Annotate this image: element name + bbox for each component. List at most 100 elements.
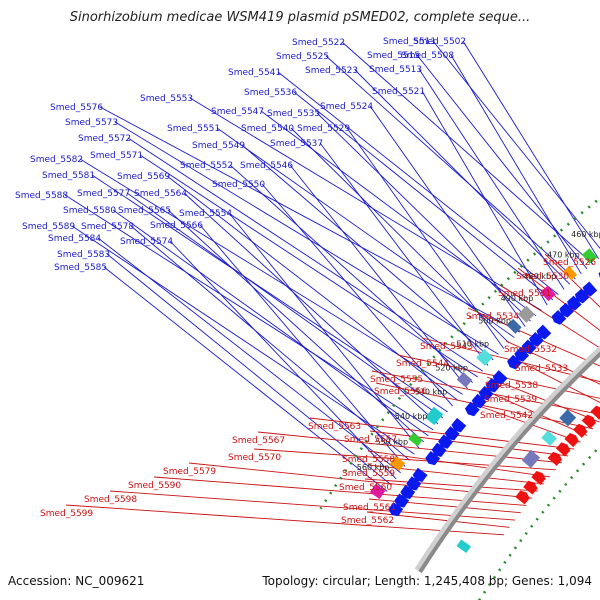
- forward-leader-line: [462, 40, 600, 260]
- inner-tick-ring: [477, 444, 600, 600]
- reverse-gene-label: Smed_5570: [228, 453, 281, 463]
- forward-gene-label: Smed_5524: [320, 102, 373, 112]
- reverse-leader-line: [397, 354, 600, 399]
- forward-leader-line: [421, 90, 548, 306]
- forward-gene-arrow: [567, 295, 582, 311]
- forward-gene-arrow: [492, 370, 508, 385]
- forward-gene-label: Smed_5549: [192, 141, 245, 151]
- reverse-gene-arrow: [573, 423, 588, 438]
- forward-leader-line: [289, 164, 468, 389]
- forward-leader-line: [325, 55, 576, 280]
- reverse-gene-label: Smed_5558: [342, 455, 395, 465]
- reverse-gene-label: Smed_5560: [339, 483, 392, 493]
- reverse-gene-arrow: [515, 490, 530, 505]
- forward-gene-arrow: [529, 332, 544, 347]
- reverse-leader-line: [369, 430, 569, 457]
- forward-gene-label: Smed_5523: [305, 66, 358, 76]
- forward-gene-arrow: [582, 281, 598, 297]
- reverse-leader-line: [368, 498, 521, 514]
- forward-gene-label: Smed_5572: [78, 134, 131, 144]
- reverse-gene-label: Smed_5557: [344, 435, 397, 445]
- kbp-tick-label: 560 kbp: [357, 463, 390, 472]
- forward-gene-label: Smed_5578: [81, 222, 134, 232]
- forward-gene-arrow: [388, 502, 404, 517]
- forward-leader-line: [167, 209, 425, 443]
- reverse-leader-line: [367, 450, 550, 478]
- kbp-tick-label: 550 kbp: [375, 437, 408, 446]
- forward-gene-label: Smed_5573: [65, 118, 118, 128]
- reverse-gene-arrow: [590, 405, 600, 420]
- kbp-tick-label: 530 kbp: [415, 387, 448, 396]
- reverse-gene-label: Smed_5579: [163, 467, 216, 477]
- feature-block: [521, 449, 541, 469]
- forward-leader-line: [369, 105, 526, 327]
- reverse-leader-line: [65, 504, 504, 536]
- forward-gene-label: Smed_5535: [267, 109, 320, 119]
- reverse-gene-label: Smed_5555: [370, 375, 423, 385]
- reverse-leader-line: [467, 307, 600, 367]
- forward-gene-label: Smed_5541: [228, 68, 281, 78]
- reverse-gene-label: Smed_5538: [485, 381, 538, 391]
- forward-leader-line: [169, 240, 397, 480]
- forward-leader-line: [432, 40, 600, 250]
- forward-gene-arrow: [514, 347, 530, 362]
- forward-gene-arrow: [444, 426, 460, 441]
- forward-gene-label: Smed_5585: [54, 263, 107, 273]
- forward-gene-arrow: [559, 302, 574, 318]
- forward-leader-line: [341, 41, 594, 265]
- topology-summary: Topology: circular; Length: 1,245,408 bp…: [262, 574, 592, 588]
- forward-gene-arrow: [400, 484, 416, 500]
- forward-gene-label: Smed_5540: [241, 124, 294, 134]
- forward-leader-line: [99, 106, 521, 333]
- reverse-leader-line: [257, 431, 563, 464]
- feature-block: [581, 248, 598, 264]
- forward-gene-label: Smed_5554: [179, 209, 232, 219]
- feature-block: [456, 372, 473, 388]
- feature-block: [517, 305, 535, 323]
- forward-leader-line: [106, 253, 392, 486]
- forward-gene-label: Smed_5576: [50, 103, 103, 113]
- forward-leader-line: [166, 175, 458, 401]
- kbp-tick-label: 480 kbp: [524, 272, 557, 281]
- reverse-gene-label: Smed_5532: [504, 345, 557, 355]
- reverse-leader-line: [309, 417, 575, 450]
- reverse-gene-label: Smed_5530: [516, 272, 569, 282]
- forward-leader-line: [64, 194, 434, 431]
- forward-gene-label: Smed_5577: [77, 189, 130, 199]
- kbp-tick-label: 490 kbp: [501, 294, 534, 303]
- reverse-gene-label: Smed_5559: [342, 469, 395, 479]
- forward-gene-label: Smed_5522: [292, 38, 345, 48]
- kbp-tick-label: 470 kbp: [547, 251, 580, 260]
- forward-gene-arrow: [438, 434, 454, 449]
- forward-leader-line: [97, 237, 401, 474]
- forward-gene-label: Smed_5515: [367, 51, 420, 61]
- forward-gene-label: Smed_5529: [297, 124, 350, 134]
- forward-leader-line: [216, 127, 515, 338]
- forward-leader-line: [103, 266, 388, 492]
- forward-gene-label: Smed_5552: [180, 161, 233, 171]
- feature-block: [506, 318, 522, 334]
- reverse-gene-label: Smed_5526: [543, 258, 596, 268]
- forward-gene-arrow: [574, 288, 590, 304]
- reverse-gene-arrow: [555, 442, 571, 457]
- forward-leader-line: [91, 174, 448, 413]
- kbp-tick-label: 460 kbp: [571, 230, 600, 239]
- forward-gene-arrow: [394, 493, 410, 508]
- outer-tick-ring: [319, 196, 600, 510]
- forward-leader-line: [319, 142, 489, 366]
- backbone-shadow: [414, 345, 600, 573]
- reverse-gene-label: Smed_5534: [466, 312, 519, 322]
- reverse-gene-label: Smed_5539: [484, 395, 537, 405]
- forward-leader-line: [229, 164, 473, 384]
- feature-block: [389, 455, 406, 472]
- forward-gene-arrow: [412, 467, 428, 483]
- reverse-leader-line: [364, 478, 539, 492]
- reverse-gene-label: Smed_5556: [374, 387, 427, 397]
- reverse-gene-label: Smed_5531: [498, 289, 551, 299]
- forward-gene-arrow: [451, 417, 467, 433]
- forward-gene-arrow: [471, 393, 487, 409]
- forward-gene-arrow: [507, 354, 522, 370]
- forward-gene-label: Smed_5513: [369, 65, 422, 75]
